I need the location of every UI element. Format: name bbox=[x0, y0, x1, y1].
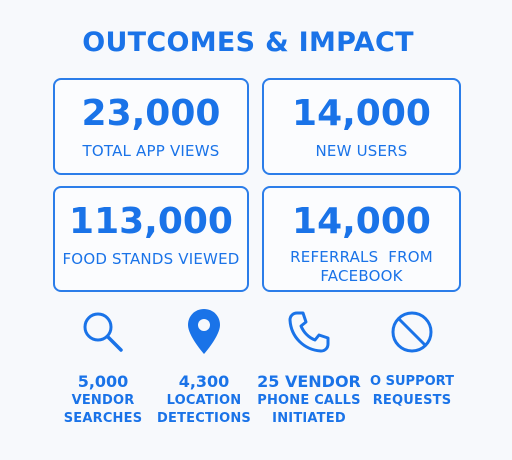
card-value: 23,000 bbox=[81, 93, 221, 134]
no-symbol-icon bbox=[357, 306, 467, 358]
card-value: 14,000 bbox=[292, 201, 431, 242]
card-label: NEW USERS bbox=[315, 142, 408, 160]
stat-value: O SUPPORT bbox=[370, 374, 454, 389]
card-value: 14,000 bbox=[292, 93, 431, 134]
stat-location-detections: 4,300 LOCATION DETECTIONS bbox=[149, 306, 259, 428]
card-label: REFERRALS FROM FACEBOOK bbox=[264, 248, 459, 286]
stat-card-facebook-referrals: 14,000 REFERRALS FROM FACEBOOK bbox=[262, 186, 461, 292]
card-label-line1: REFERRALS FROM bbox=[290, 248, 433, 266]
stat-card-total-app-views: 23,000 TOTAL APP VIEWS bbox=[53, 78, 249, 175]
stat-label-line2: INITIATED bbox=[272, 411, 346, 426]
stat-label-line1: VENDOR bbox=[71, 393, 135, 408]
stat-value: 5,000 bbox=[77, 372, 129, 391]
phone-icon bbox=[254, 306, 364, 358]
search-icon bbox=[48, 306, 158, 358]
stat-card-food-stands-viewed: 113,000 FOOD STANDS VIEWED bbox=[53, 186, 249, 292]
stat-value: 4,300 bbox=[178, 372, 230, 391]
stat-value: 25 VENDOR bbox=[257, 372, 361, 391]
card-label: FOOD STANDS VIEWED bbox=[62, 250, 240, 268]
stat-label-line2: SEARCHES bbox=[63, 411, 143, 426]
location-pin-icon bbox=[149, 306, 259, 358]
stat-label-line1: PHONE CALLS bbox=[257, 393, 361, 408]
stat-card-new-users: 14,000 NEW USERS bbox=[262, 78, 461, 175]
card-label: TOTAL APP VIEWS bbox=[82, 142, 220, 160]
card-value: 113,000 bbox=[69, 201, 233, 242]
stat-vendor-phone-calls: 25 VENDOR PHONE CALLS INITIATED bbox=[254, 306, 364, 428]
card-label-line2: FACEBOOK bbox=[320, 267, 403, 285]
stat-label-line1: REQUESTS bbox=[372, 393, 452, 408]
stat-vendor-searches: 5,000 VENDOR SEARCHES bbox=[48, 306, 158, 428]
stat-support-requests: O SUPPORT REQUESTS bbox=[357, 306, 467, 410]
stat-label-line1: LOCATION bbox=[166, 393, 242, 408]
stat-label-line2: DETECTIONS bbox=[157, 411, 251, 426]
page-title: OUTCOMES & IMPACT bbox=[82, 27, 414, 58]
